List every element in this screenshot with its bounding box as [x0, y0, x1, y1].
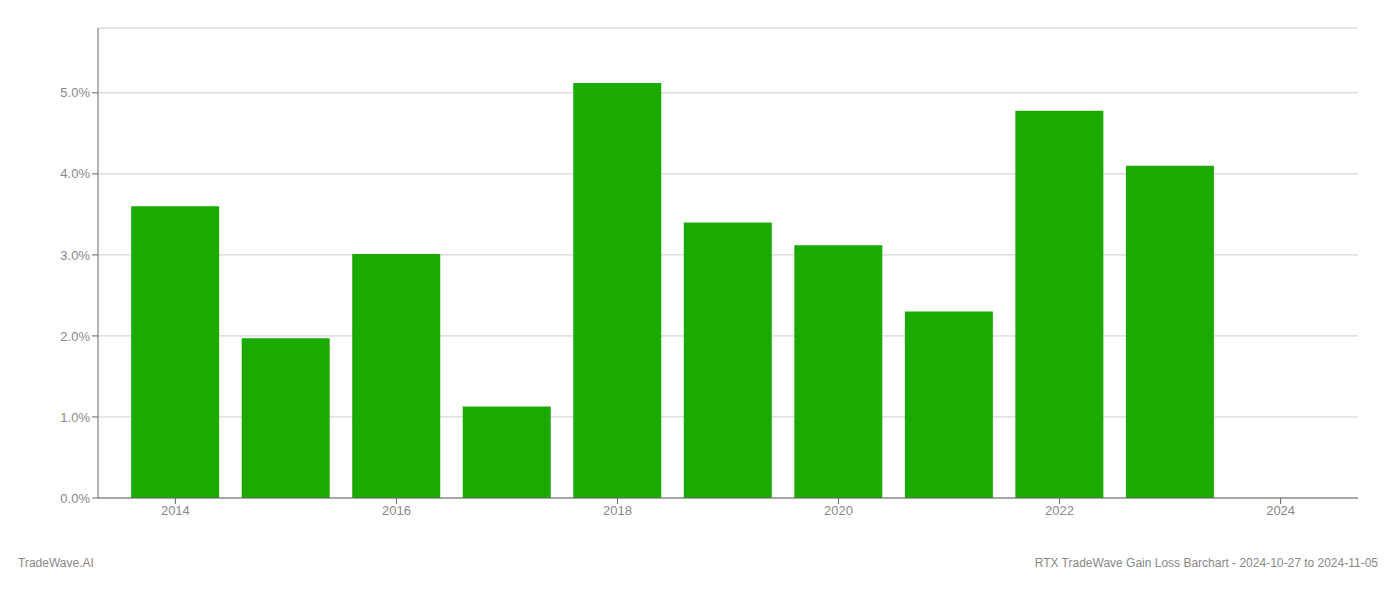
svg-text:0.0%: 0.0% — [60, 491, 90, 506]
svg-text:2014: 2014 — [161, 503, 190, 518]
svg-text:2024: 2024 — [1266, 503, 1295, 518]
svg-text:2.0%: 2.0% — [60, 329, 90, 344]
svg-text:2020: 2020 — [824, 503, 853, 518]
html-text:TradeWave.AI: TradeWave.AI — [18, 556, 94, 570]
svg-text:2018: 2018 — [603, 503, 632, 518]
svg-text:3.0%: 3.0% — [60, 248, 90, 263]
html-text:RTX TradeWave Gain Loss Barcha: RTX TradeWave Gain Loss Barchart - 2024-… — [1034, 556, 1378, 570]
svg-text:1.0%: 1.0% — [60, 410, 90, 425]
svg-text:5.0%: 5.0% — [60, 85, 90, 100]
svg-text:2016: 2016 — [382, 503, 411, 518]
svg-text:2022: 2022 — [1045, 503, 1074, 518]
svg-text:4.0%: 4.0% — [60, 166, 90, 181]
